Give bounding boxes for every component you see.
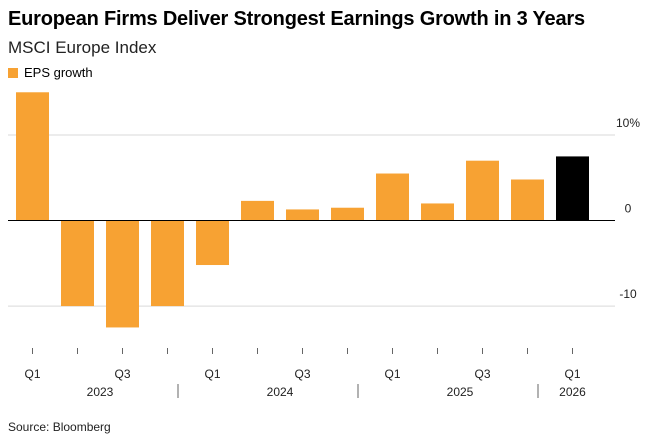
x-tick-label: Q3 bbox=[474, 367, 490, 381]
legend: EPS growth bbox=[8, 65, 93, 80]
bar bbox=[16, 92, 49, 221]
source-note: Source: Bloomberg bbox=[8, 420, 111, 434]
x-tick-label: Q1 bbox=[204, 367, 220, 381]
chart-subtitle: MSCI Europe Index bbox=[8, 38, 157, 57]
bar bbox=[106, 220, 139, 328]
x-tick-label: Q1 bbox=[384, 367, 400, 381]
bar bbox=[331, 207, 364, 221]
bar bbox=[196, 220, 229, 266]
bar bbox=[376, 173, 409, 221]
x-tick-label: Q1 bbox=[564, 367, 580, 381]
chart-title: European Firms Deliver Strongest Earning… bbox=[8, 8, 585, 30]
bar bbox=[241, 200, 274, 221]
x-tick-label: Q1 bbox=[24, 367, 40, 381]
y-tick-label: 0 bbox=[625, 202, 632, 216]
bar bbox=[286, 209, 319, 221]
x-year-label: 2025 bbox=[447, 385, 474, 399]
x-year-label: 2023 bbox=[87, 385, 114, 399]
y-tick-label: 10% bbox=[616, 116, 640, 130]
bar bbox=[61, 220, 94, 307]
bar bbox=[511, 179, 544, 221]
x-year-label: 2024 bbox=[267, 385, 294, 399]
x-year-label: 2026 bbox=[559, 385, 586, 399]
bar bbox=[151, 220, 184, 307]
bar bbox=[466, 160, 499, 221]
x-tick-label: Q3 bbox=[114, 367, 130, 381]
y-tick-label: -10 bbox=[619, 287, 637, 301]
legend-label: EPS growth bbox=[24, 65, 93, 80]
bar bbox=[421, 203, 454, 221]
legend-swatch bbox=[8, 67, 18, 78]
bar bbox=[556, 156, 589, 221]
x-tick-label: Q3 bbox=[294, 367, 310, 381]
